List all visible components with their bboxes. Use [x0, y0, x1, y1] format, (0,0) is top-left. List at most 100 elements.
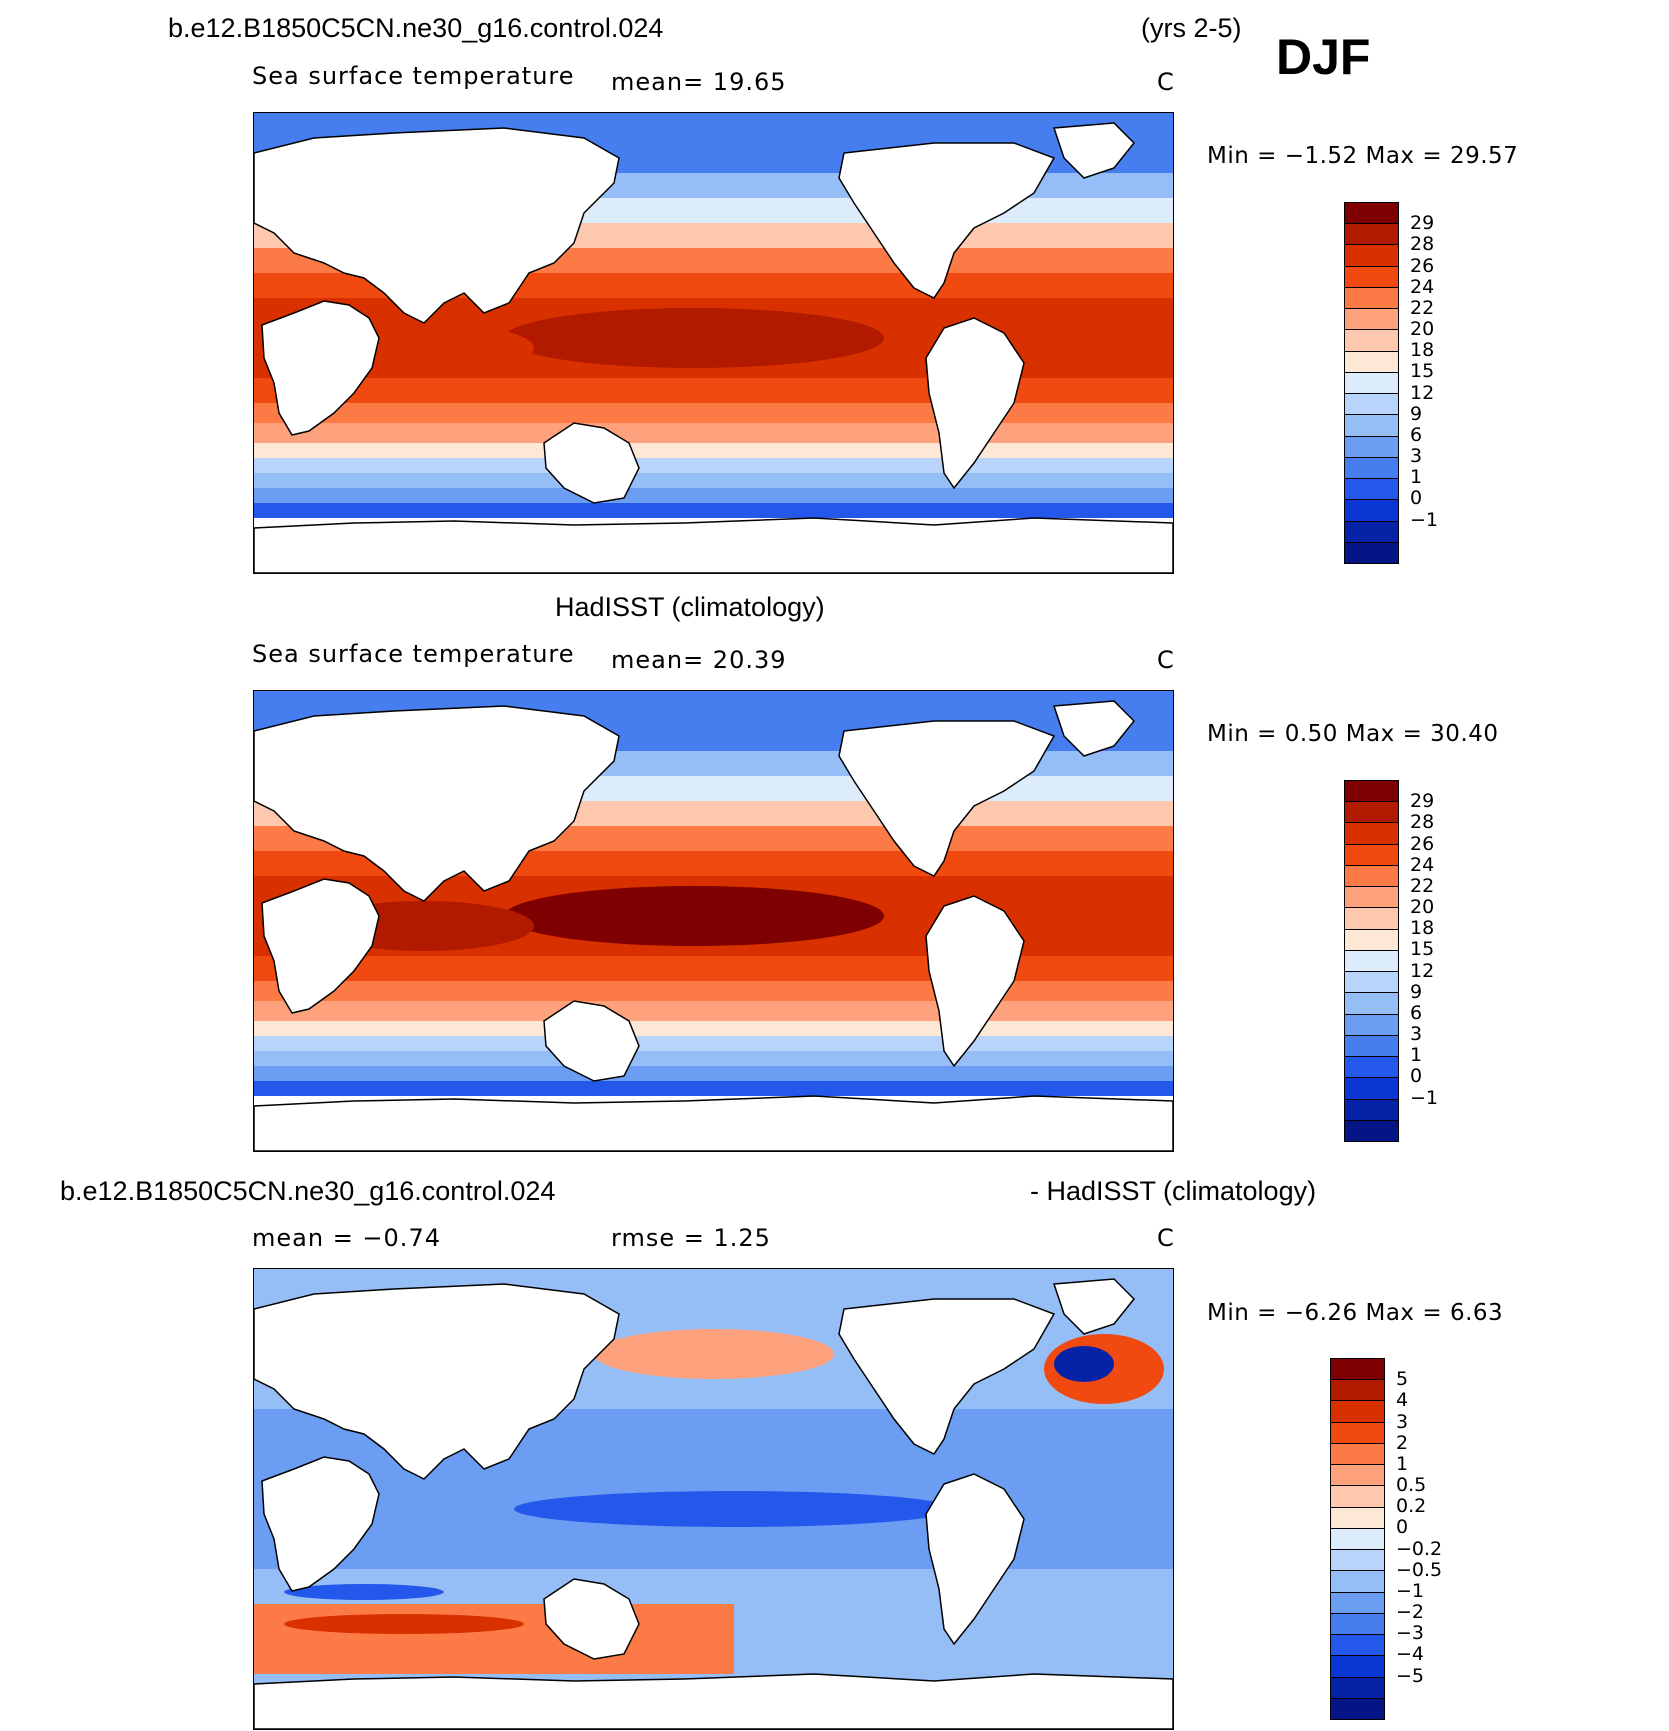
- colorbar-swatch: [1331, 1486, 1384, 1508]
- colorbar-swatch: [1331, 1380, 1384, 1402]
- panel3-units: C: [1157, 1224, 1175, 1252]
- panel2-colorbar: [1344, 780, 1399, 1142]
- colorbar-tick-label: −4: [1396, 1643, 1425, 1666]
- colorbar-tick-label: −2: [1396, 1601, 1425, 1624]
- colorbar-tick-label: 26: [1410, 254, 1435, 277]
- colorbar-tick-label: 24: [1410, 275, 1435, 298]
- colorbar-tick-label: 3: [1410, 445, 1423, 468]
- panel1-colorbar: [1344, 202, 1399, 564]
- colorbar-tick-label: 15: [1410, 360, 1435, 383]
- colorbar-tick-label: 28: [1410, 233, 1435, 256]
- colorbar-tick-label: 18: [1410, 339, 1435, 362]
- colorbar-swatch: [1345, 1078, 1398, 1100]
- colorbar-swatch: [1345, 823, 1398, 845]
- colorbar-tick-label: 1: [1410, 1044, 1423, 1067]
- panel1-units: C: [1157, 68, 1175, 96]
- colorbar-tick-label: −5: [1396, 1664, 1425, 1687]
- panel2-title: HadISST (climatology): [555, 592, 825, 622]
- colorbar-tick-label: 4: [1396, 1389, 1409, 1412]
- colorbar-tick-label: 29: [1410, 212, 1435, 235]
- panel1-variable: Sea surface temperature: [252, 62, 575, 90]
- colorbar-swatch: [1331, 1422, 1384, 1444]
- colorbar-swatch: [1345, 844, 1398, 866]
- colorbar-swatch: [1345, 224, 1398, 246]
- colorbar-tick-label: 1: [1396, 1452, 1409, 1475]
- colorbar-swatch: [1331, 1528, 1384, 1551]
- colorbar-swatch: [1345, 1120, 1398, 1141]
- panel2-map: [253, 690, 1174, 1152]
- colorbar-tick-label: 3: [1396, 1410, 1409, 1433]
- colorbar-swatch: [1345, 351, 1398, 373]
- colorbar-tick-label: 6: [1410, 1001, 1423, 1024]
- colorbar-swatch: [1331, 1401, 1384, 1423]
- colorbar-tick-label: −0.2: [1396, 1537, 1443, 1560]
- colorbar-tick-label: 0: [1410, 1065, 1423, 1088]
- colorbar-swatch: [1331, 1359, 1384, 1381]
- panel2-minmax: Min = 0.50 Max = 30.40: [1207, 721, 1499, 747]
- colorbar-tick-label: 15: [1410, 938, 1435, 961]
- panel2-variable: Sea surface temperature: [252, 640, 575, 668]
- colorbar-tick-label: 1: [1410, 466, 1423, 489]
- panel2-map-graphic: [254, 691, 1173, 1151]
- colorbar-swatch: [1331, 1443, 1384, 1466]
- colorbar-tick-label: 6: [1410, 423, 1423, 446]
- years-label: (yrs 2-5): [1141, 13, 1242, 43]
- colorbar-swatch: [1331, 1571, 1384, 1593]
- colorbar-swatch: [1345, 500, 1398, 522]
- season-label: DJF: [1276, 29, 1371, 85]
- panel1-minmax: Min = −1.52 Max = 29.57: [1207, 143, 1519, 169]
- colorbar-tick-label: −0.5: [1396, 1558, 1443, 1581]
- colorbar-swatch: [1345, 993, 1398, 1015]
- colorbar-swatch: [1345, 781, 1398, 803]
- panel1-map-graphic: [254, 113, 1173, 573]
- colorbar-tick-label: 24: [1410, 853, 1435, 876]
- colorbar-tick-label: 0.5: [1396, 1474, 1427, 1497]
- colorbar-swatch: [1345, 1099, 1398, 1121]
- colorbar-tick-label: 22: [1410, 874, 1435, 897]
- colorbar-swatch: [1345, 266, 1398, 288]
- colorbar-swatch: [1345, 479, 1398, 501]
- colorbar-tick-label: 29: [1410, 790, 1435, 813]
- colorbar-tick-label: 26: [1410, 832, 1435, 855]
- colorbar-tick-label: 20: [1410, 318, 1435, 341]
- colorbar-tick-label: 0: [1410, 487, 1423, 510]
- colorbar-swatch: [1345, 415, 1398, 437]
- panel2-units: C: [1157, 646, 1175, 674]
- panel1-map: [253, 112, 1174, 574]
- colorbar-swatch: [1345, 309, 1398, 331]
- colorbar-tick-label: 12: [1410, 381, 1435, 404]
- colorbar-swatch: [1345, 802, 1398, 824]
- colorbar-tick-label: 28: [1410, 811, 1435, 834]
- panel3-mean: mean = −0.74: [252, 1224, 441, 1252]
- colorbar-swatch: [1345, 394, 1398, 416]
- colorbar-swatch: [1331, 1465, 1384, 1487]
- panel2-mean: mean= 20.39: [611, 646, 787, 674]
- colorbar-swatch: [1345, 1014, 1398, 1036]
- panel1-mean: mean= 19.65: [611, 68, 787, 96]
- colorbar-swatch: [1345, 1035, 1398, 1058]
- panel3-obs-title: - HadISST (climatology): [1030, 1176, 1317, 1206]
- colorbar-tick-label: 20: [1410, 896, 1435, 919]
- colorbar-tick-label: −1: [1410, 508, 1439, 531]
- colorbar-tick-label: 12: [1410, 959, 1435, 982]
- colorbar-swatch: [1331, 1635, 1384, 1657]
- colorbar-swatch: [1345, 929, 1398, 951]
- colorbar-tick-label: 2: [1396, 1431, 1409, 1454]
- panel3-case-title: b.e12.B1850C5CN.ne30_g16.control.024: [60, 1176, 556, 1206]
- colorbar-swatch: [1345, 330, 1398, 352]
- colorbar-swatch: [1331, 1592, 1384, 1614]
- colorbar-swatch: [1345, 887, 1398, 909]
- colorbar-swatch: [1345, 436, 1398, 458]
- colorbar-swatch: [1345, 245, 1398, 267]
- case-name-header: b.e12.B1850C5CN.ne30_g16.control.024: [168, 13, 664, 43]
- panel3-minmax: Min = −6.26 Max = 6.63: [1207, 1300, 1504, 1326]
- colorbar-swatch: [1345, 1057, 1398, 1079]
- colorbar-swatch: [1345, 542, 1398, 563]
- colorbar-tick-label: 18: [1410, 917, 1435, 940]
- colorbar-swatch: [1345, 521, 1398, 543]
- colorbar-swatch: [1345, 950, 1398, 973]
- panel3-map-graphic: [254, 1269, 1173, 1729]
- panel3-rmse: rmse = 1.25: [611, 1224, 771, 1252]
- colorbar-swatch: [1345, 972, 1398, 994]
- colorbar-swatch: [1345, 372, 1398, 395]
